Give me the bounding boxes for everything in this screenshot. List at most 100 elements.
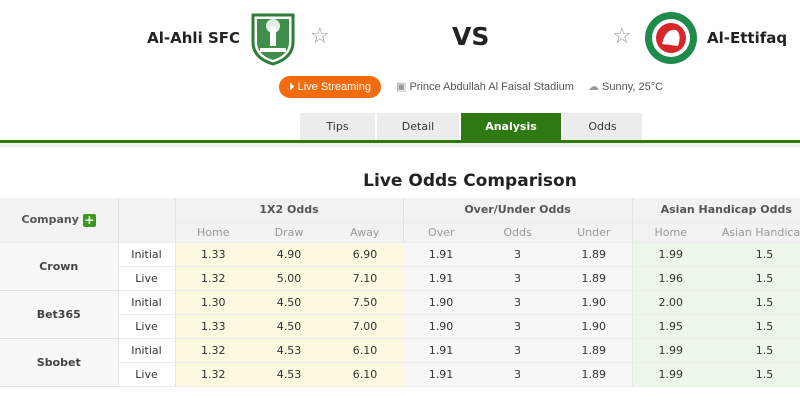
odds-type: Initial bbox=[118, 338, 176, 363]
odds-value[interactable]: 6.10 bbox=[327, 338, 404, 363]
odds-table: Company + 1X2 Odds Over/Under Odds Asian … bbox=[0, 198, 800, 387]
live-streaming-label: Live Streaming bbox=[297, 81, 371, 93]
odds-value[interactable]: 3 bbox=[479, 266, 557, 291]
odds-value[interactable]: 1.32 bbox=[175, 266, 251, 291]
group-asian-handicap: Asian Handicap Odds bbox=[632, 198, 800, 223]
odds-value[interactable]: 1.5 bbox=[709, 338, 800, 363]
odds-value[interactable]: 1.33 bbox=[175, 242, 251, 267]
tab-odds[interactable]: Odds bbox=[563, 113, 642, 141]
away-team-name[interactable]: Al-Ettifaq bbox=[707, 29, 788, 47]
odds-value[interactable]: 2.00 bbox=[632, 290, 710, 315]
odds-value[interactable]: 1.89 bbox=[556, 338, 633, 363]
vs-label: VS bbox=[452, 22, 490, 51]
odds-value[interactable]: 1.91 bbox=[403, 338, 480, 363]
odds-value[interactable]: 1.33 bbox=[175, 314, 251, 339]
group-1x2: 1X2 Odds bbox=[175, 198, 404, 223]
odds-value[interactable]: 1.90 bbox=[403, 314, 480, 339]
tab-underline bbox=[0, 140, 800, 143]
odds-type: Initial bbox=[118, 290, 176, 315]
subheader: Draw bbox=[251, 222, 327, 243]
odds-value[interactable]: 1.32 bbox=[175, 338, 251, 363]
tab-detail[interactable]: Detail bbox=[377, 113, 459, 141]
stadium-info: ▣ Prince Abdullah Al Faisal Stadium bbox=[396, 80, 574, 93]
odds-value[interactable]: 3 bbox=[479, 314, 557, 339]
group-over-under: Over/Under Odds bbox=[403, 198, 633, 223]
odds-value[interactable]: 7.50 bbox=[327, 290, 404, 315]
odds-type: Initial bbox=[118, 242, 176, 267]
odds-value[interactable]: 6.10 bbox=[327, 362, 404, 387]
add-company-icon[interactable]: + bbox=[82, 212, 96, 227]
odds-value[interactable]: 1.90 bbox=[556, 290, 633, 315]
odds-value[interactable]: 1.5 bbox=[709, 314, 800, 339]
odds-value[interactable]: 1.91 bbox=[403, 266, 480, 291]
odds-value[interactable]: 1.5 bbox=[709, 362, 800, 387]
company-name[interactable]: Bet365 bbox=[0, 290, 119, 339]
odds-value[interactable]: 5.00 bbox=[251, 266, 327, 291]
divider-band bbox=[0, 143, 800, 147]
table-row: Crown Initial 1.33 4.90 6.90 1.91 3 1.89 1.99 1.5 bbox=[0, 242, 800, 291]
odds-value[interactable]: 4.50 bbox=[251, 290, 327, 315]
odds-value[interactable]: 1.89 bbox=[556, 362, 633, 387]
table-row: Sbobet Initial 1.32 4.53 6.10 1.91 3 1.89 1.99 1.… bbox=[0, 338, 800, 387]
company-name[interactable]: Crown bbox=[0, 242, 119, 291]
odds-value[interactable]: 7.00 bbox=[327, 314, 404, 339]
odds-value[interactable]: 6.90 bbox=[327, 242, 404, 267]
odds-value[interactable]: 4.53 bbox=[251, 362, 327, 387]
odds-value[interactable]: 3 bbox=[479, 242, 557, 267]
subheader: Away bbox=[327, 222, 404, 243]
odds-value[interactable]: 1.90 bbox=[403, 290, 480, 315]
odds-value[interactable]: 1.90 bbox=[556, 314, 633, 339]
subheader: Home bbox=[175, 222, 251, 243]
odds-value[interactable]: 1.5 bbox=[709, 242, 800, 267]
weather-cloud-icon: ☁ bbox=[587, 81, 602, 93]
odds-value[interactable]: 3 bbox=[479, 338, 557, 363]
odds-value[interactable]: 1.99 bbox=[632, 242, 710, 267]
favorite-away-star-icon[interactable]: ☆ bbox=[612, 24, 632, 49]
odds-value[interactable]: 1.91 bbox=[403, 242, 480, 267]
live-streaming-button[interactable]: ⏵ Live Streaming bbox=[279, 76, 381, 98]
company-header: Company + bbox=[0, 198, 119, 243]
weather-text: Sunny, 25°C bbox=[602, 81, 664, 93]
home-team-name[interactable]: Al-Ahli SFC bbox=[147, 29, 240, 47]
odds-type: Live bbox=[118, 362, 176, 387]
company-name[interactable]: Sbobet bbox=[0, 338, 119, 387]
odds-value[interactable]: 1.30 bbox=[175, 290, 251, 315]
stadium-icon: ▣ bbox=[396, 81, 410, 93]
subheader: Asian Handicap bbox=[709, 222, 800, 243]
odds-value[interactable]: 1.96 bbox=[632, 266, 710, 291]
odds-value[interactable]: 1.5 bbox=[709, 266, 800, 291]
odds-value[interactable]: 3 bbox=[479, 362, 557, 387]
odds-value[interactable]: 1.5 bbox=[709, 290, 800, 315]
odds-value[interactable]: 7.10 bbox=[327, 266, 404, 291]
table-row: Bet365 Initial 1.30 4.50 7.50 1.90 3 1.90 2.00 1.… bbox=[0, 290, 800, 339]
home-team-logo bbox=[251, 13, 295, 66]
odds-value[interactable]: 4.53 bbox=[251, 338, 327, 363]
away-team-logo bbox=[645, 12, 697, 64]
odds-value[interactable]: 4.90 bbox=[251, 242, 327, 267]
play-icon: ⏵ bbox=[289, 81, 298, 93]
tab-tips[interactable]: Tips bbox=[300, 113, 375, 141]
odds-value[interactable]: 1.95 bbox=[632, 314, 710, 339]
stadium-name: Prince Abdullah Al Faisal Stadium bbox=[409, 81, 574, 93]
odds-value[interactable]: 3 bbox=[479, 290, 557, 315]
tab-analysis[interactable]: Analysis bbox=[461, 113, 561, 141]
odds-value[interactable]: 1.99 bbox=[632, 362, 710, 387]
odds-value[interactable]: 1.89 bbox=[556, 266, 633, 291]
odds-value[interactable]: 4.50 bbox=[251, 314, 327, 339]
weather-info: ☁ Sunny, 25°C bbox=[588, 80, 663, 93]
odds-value[interactable]: 1.89 bbox=[556, 242, 633, 267]
subheader: Over bbox=[403, 222, 480, 243]
favorite-home-star-icon[interactable]: ☆ bbox=[310, 24, 330, 49]
section-title: Live Odds Comparison bbox=[363, 171, 577, 191]
table-row: Live 1.32 4.53 6.10 1.91 3 1.89 1.99 1.5 bbox=[0, 362, 800, 387]
odds-value[interactable]: 1.91 bbox=[403, 362, 480, 387]
odds-type: Live bbox=[118, 266, 176, 291]
odds-type: Live bbox=[118, 314, 176, 339]
subheader: Odds bbox=[479, 222, 557, 243]
type-header bbox=[118, 198, 176, 243]
odds-value[interactable]: 1.99 bbox=[632, 338, 710, 363]
table-row: Live 1.32 5.00 7.10 1.91 3 1.89 1.96 1.5 bbox=[0, 266, 800, 291]
match-info-row: ▣ Prince Abdullah Al Faisal Stadium ☁ Su… bbox=[396, 80, 663, 93]
subheader: Home bbox=[632, 222, 710, 243]
odds-value[interactable]: 1.32 bbox=[175, 362, 251, 387]
